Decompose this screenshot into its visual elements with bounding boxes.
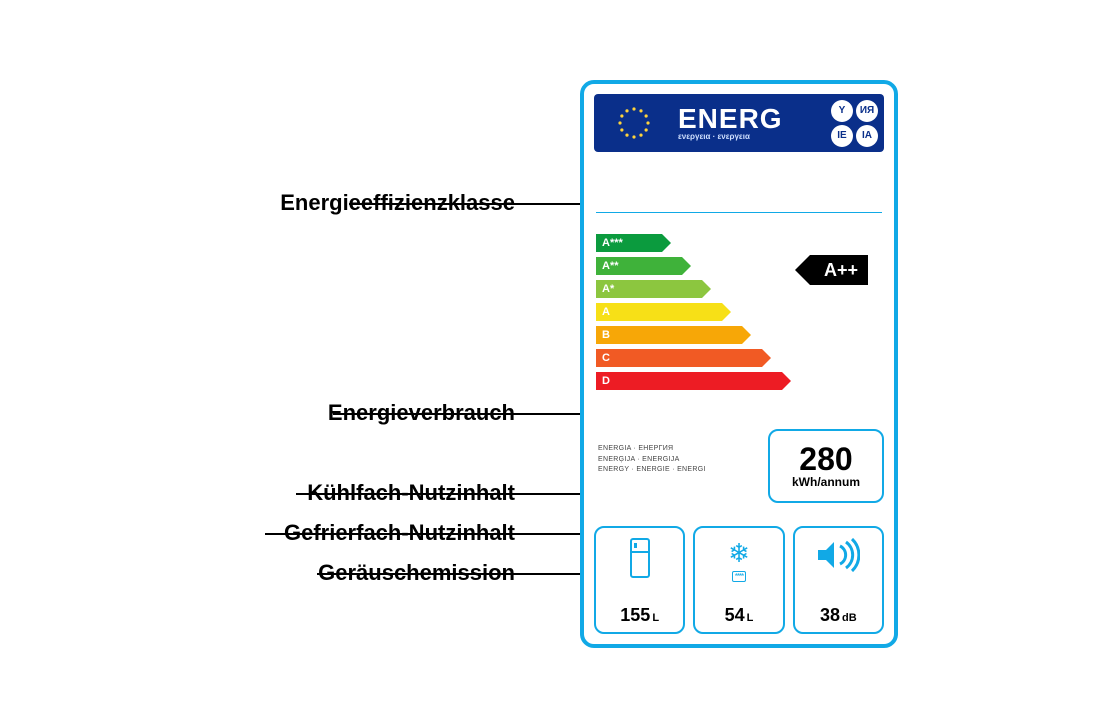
consumption-multilang: ENERGIA · ЕНЕРГИЯ ENERĢIJA · ENERGIJA EN… <box>598 444 706 476</box>
eff-bar: C <box>596 349 762 367</box>
eff-bar: A** <box>596 257 682 275</box>
spec-noise: 38dB <box>793 526 884 634</box>
eu-stars-icon <box>601 101 667 145</box>
spec-fridge: 155L <box>594 526 685 634</box>
sound-icon <box>816 538 860 577</box>
energ-wordmark: ENERG ενεργεια · ενεργεια <box>678 105 783 141</box>
noise-value: 38 <box>820 605 840 625</box>
line-fridge <box>296 493 616 495</box>
freezer-value: 54 <box>725 605 745 625</box>
spec-freezer: ❄ **** 54L <box>693 526 784 634</box>
suffix-badge: ИЯ <box>856 100 878 122</box>
eu-flag-icon <box>600 100 668 146</box>
specs-row: 155L ❄ **** 54L 38dB <box>594 526 884 634</box>
energ-subtitle: ενεργεια · ενεργεια <box>678 133 783 141</box>
efficiency-bars: A*** A** A* ABCD <box>596 234 782 395</box>
label-header: ENERG ενεργεια · ενεργεια Y ИЯ IE IA <box>594 94 884 152</box>
eff-bar: A <box>596 303 722 321</box>
divider <box>596 212 882 213</box>
noise-unit: dB <box>842 612 857 624</box>
suffix-badge: Y <box>831 100 853 122</box>
fridge-unit: L <box>652 612 659 624</box>
energ-title: ENERG <box>678 103 783 134</box>
snowflake-icon: ❄ **** <box>728 538 750 582</box>
fridge-icon <box>629 538 651 583</box>
energy-label: ENERG ενεργεια · ενεργεια Y ИЯ IE IA A**… <box>580 80 898 648</box>
consumption-value: 280 <box>799 443 852 475</box>
selected-class-label: A++ <box>824 260 858 281</box>
eff-bar: A*** <box>596 234 662 252</box>
selected-class-arrow: A++ <box>810 255 868 285</box>
eff-bar: B <box>596 326 742 344</box>
eff-bar: D <box>596 372 782 390</box>
suffix-badge: IA <box>856 125 878 147</box>
eff-bar: A* <box>596 280 702 298</box>
suffix-badge: IE <box>831 125 853 147</box>
freezer-stars: **** <box>732 571 746 582</box>
freezer-unit: L <box>747 612 754 624</box>
consumption-unit: kWh/annum <box>792 475 860 489</box>
lang-suffix-badges: Y ИЯ IE IA <box>831 100 878 147</box>
consumption-box: 280 kWh/annum <box>768 429 884 503</box>
fridge-value: 155 <box>620 605 650 625</box>
